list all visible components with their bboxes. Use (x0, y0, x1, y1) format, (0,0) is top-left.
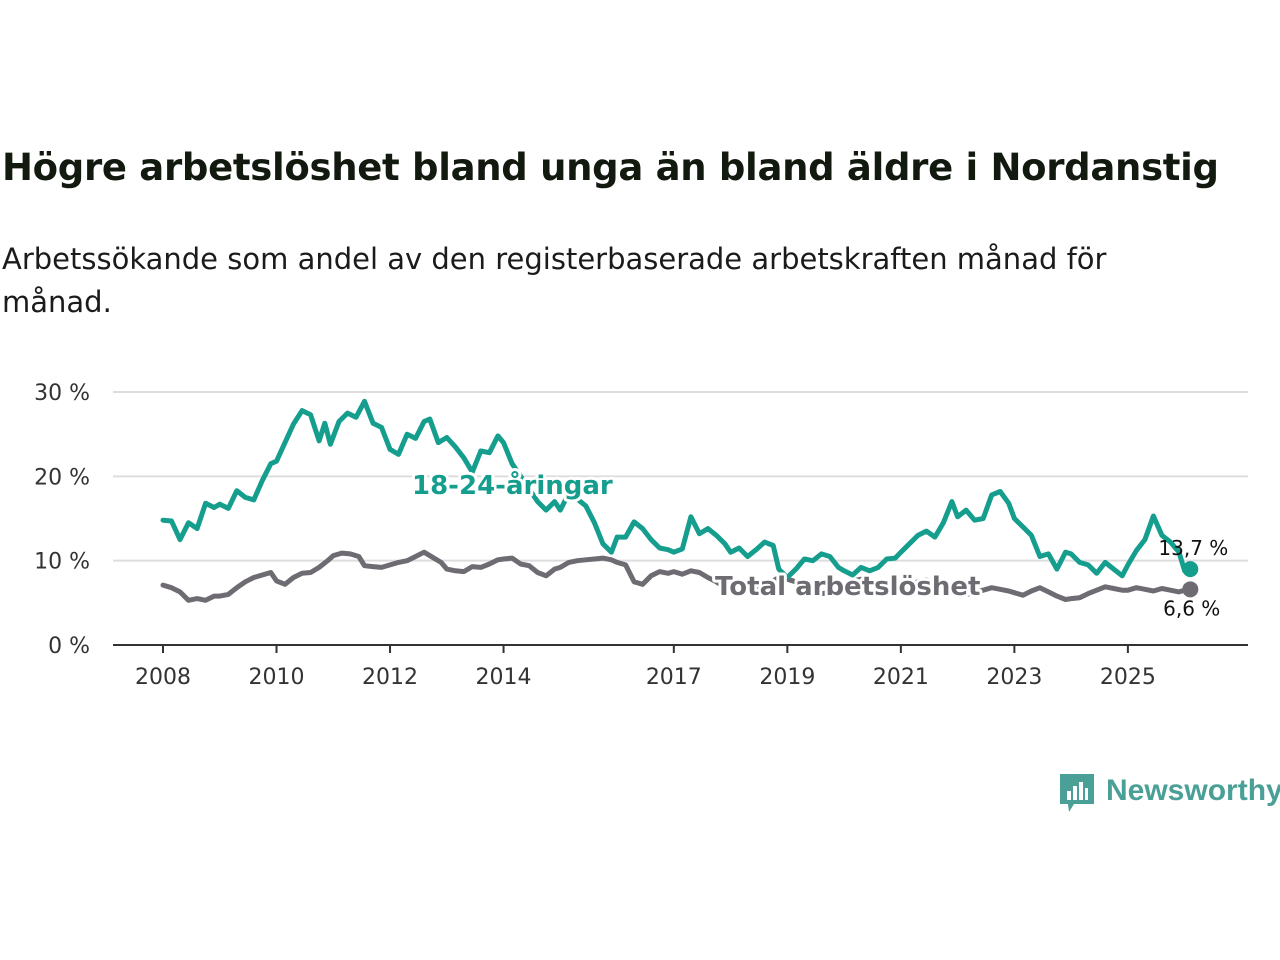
bar-chart-icon (1060, 774, 1094, 812)
series-lines (160, 398, 1199, 603)
x-tick-label: 2017 (646, 665, 702, 690)
x-tick-label: 2019 (759, 665, 815, 690)
y-axis: 0 % 10 % 20 % 30 % (34, 381, 90, 659)
y-tick-label: 0 % (48, 634, 90, 659)
y-tick-label: 10 % (34, 550, 90, 575)
series-labels: 18-24-åringar Total arbetslöshet 13,7 % 6,6… (409, 466, 1228, 620)
x-tick-label: 2023 (986, 665, 1042, 690)
x-tick-label: 2025 (1100, 665, 1156, 690)
x-tick-label: 2014 (476, 665, 532, 690)
series-end-point-total (1182, 581, 1199, 598)
y-tick-label: 30 % (34, 381, 90, 406)
series-end-point-youth (1182, 561, 1199, 578)
y-tick-label: 20 % (34, 465, 90, 490)
x-tick-label: 2012 (362, 665, 418, 690)
series-label-youth: 18-24-åringar (412, 469, 613, 501)
end-value-youth: 13,7 % (1158, 536, 1228, 560)
series-line-total (160, 549, 1193, 603)
x-tick-label: 2008 (135, 665, 191, 690)
gridlines (113, 391, 1248, 562)
brand-name: Newsworthy (1106, 774, 1280, 807)
x-tick-label: 2010 (249, 665, 305, 690)
end-value-total: 6,6 % (1163, 596, 1220, 620)
series-label-total: Total arbetslöshet (715, 572, 980, 602)
chart-title: Högre arbetslöshet bland unga än bland ä… (2, 146, 1219, 189)
chart-subtitle: Arbetssökande som andel av den registerb… (2, 242, 1107, 319)
x-axis: 2008 2010 2012 2014 2017 2019 2021 2023 2025 (113, 644, 1248, 690)
x-tick-label: 2021 (873, 665, 929, 690)
series-line-youth (160, 398, 1193, 580)
newsworthy-logo: Newsworthy (1060, 774, 1280, 812)
